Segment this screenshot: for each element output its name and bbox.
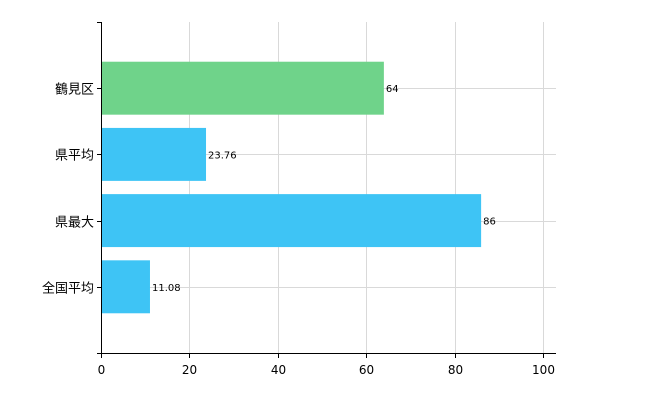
- bar: [102, 61, 384, 115]
- category-label: 鶴見区: [55, 82, 94, 98]
- category-label: 県最大: [55, 216, 94, 231]
- category-label: 県平均: [55, 149, 94, 164]
- x-tick-label: 40: [271, 363, 286, 377]
- x-tick-label: 80: [448, 363, 463, 377]
- data-label: 23.76: [208, 150, 237, 161]
- data-label: 64: [386, 84, 399, 95]
- x-tick-label: 20: [182, 363, 197, 377]
- x-tick-label: 60: [359, 363, 374, 377]
- x-tick-label: 0: [98, 363, 106, 377]
- data-label: 86: [483, 217, 496, 228]
- bar: [102, 127, 207, 181]
- bar: [102, 260, 150, 314]
- category-label: 全国平均: [42, 281, 94, 297]
- bar: [102, 194, 482, 248]
- x-tick-label: 100: [532, 363, 555, 377]
- data-label: 11.08: [152, 283, 181, 294]
